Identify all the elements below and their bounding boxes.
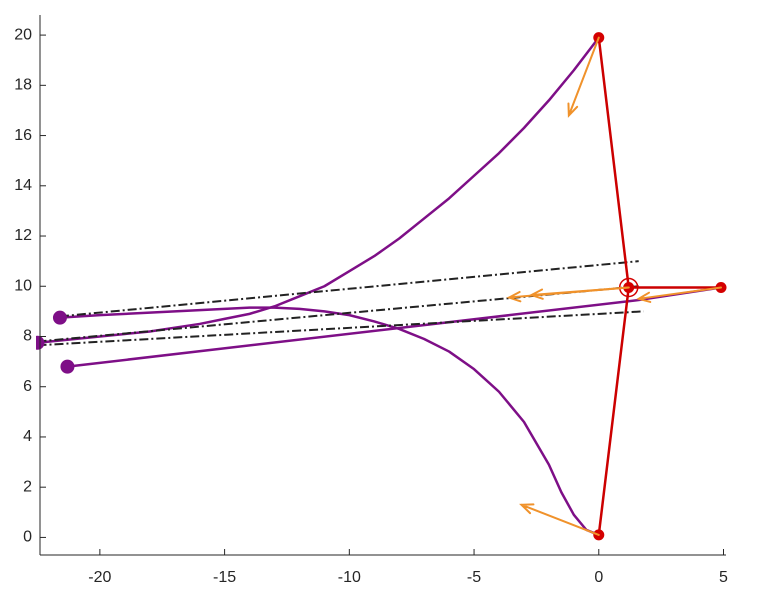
plot-area xyxy=(36,32,727,541)
y-tick-label: 16 xyxy=(14,127,32,144)
y-tick-label: 8 xyxy=(23,328,32,345)
reference-line xyxy=(59,260,639,318)
vector-arrow xyxy=(528,286,630,300)
reference-line xyxy=(37,310,644,347)
y-tick-label: 10 xyxy=(14,277,32,294)
x-tick-label: -20 xyxy=(88,569,111,586)
vector-arrow xyxy=(567,36,600,118)
y-tick-label: 20 xyxy=(14,26,32,43)
reference-line xyxy=(37,285,639,343)
y-tick-label: 18 xyxy=(14,77,32,94)
marker-dot xyxy=(60,359,75,374)
marker-dot xyxy=(36,335,45,350)
x-tick-label: 5 xyxy=(719,569,728,586)
y-tick-label: 6 xyxy=(23,378,32,395)
vector-arrow xyxy=(519,503,600,536)
vector-arrow xyxy=(636,286,723,303)
y-tick-label: 2 xyxy=(23,478,32,495)
y-tick-label: 0 xyxy=(23,529,32,546)
y-tick-label: 14 xyxy=(14,177,32,194)
y-tick-label: 12 xyxy=(14,227,32,244)
x-tick-label: -10 xyxy=(338,569,361,586)
axes: 0 2 4 6 8 10 12 14 16 18 20 -20 -15 -10 -5 0 5 xyxy=(14,15,728,586)
y-tick-label: 4 xyxy=(23,428,32,445)
x-tick-label: -15 xyxy=(213,569,236,586)
trajectory-line xyxy=(59,306,600,537)
marker-dot xyxy=(52,310,67,325)
x-tick-label: 0 xyxy=(594,569,603,586)
x-tick-label: -5 xyxy=(467,569,481,586)
